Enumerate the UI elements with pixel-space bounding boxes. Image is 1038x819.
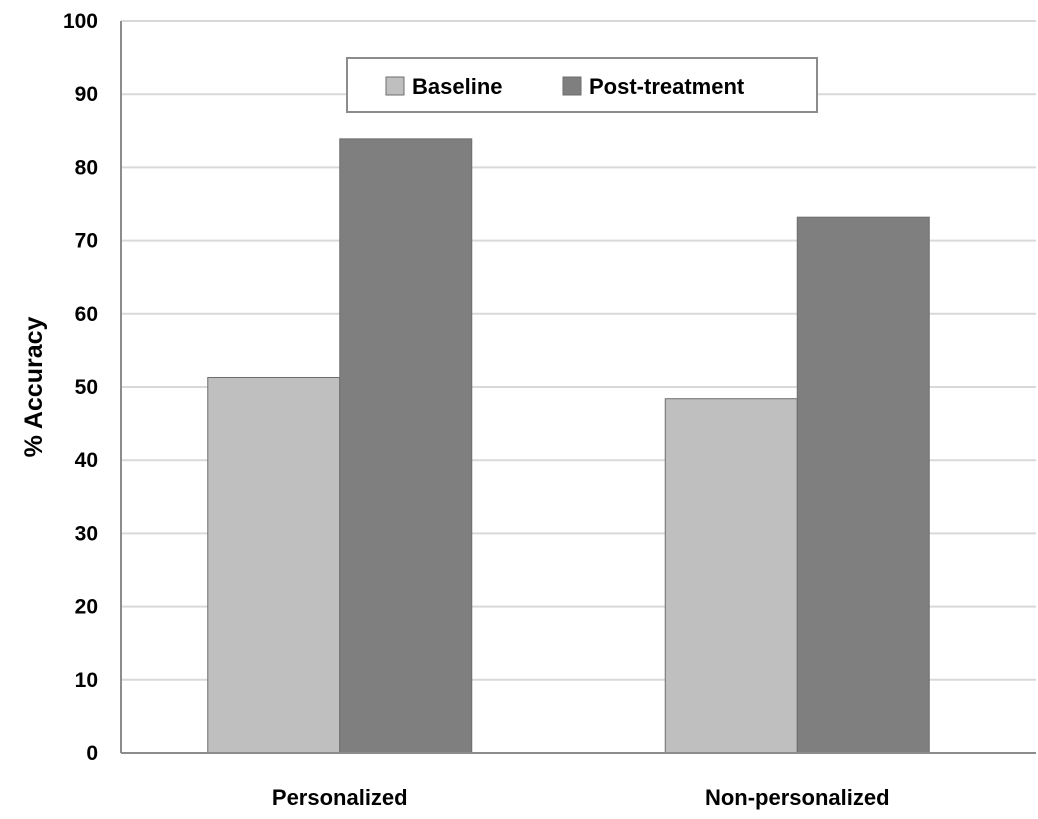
bar-post-treatment-personalized: [339, 138, 473, 754]
legend-swatch-post-treatment: [562, 76, 582, 96]
bar-baseline-personalized: [207, 376, 341, 754]
y-tick-labels: 0 10 20 30 40 50 60 70 80 90 100: [63, 10, 98, 765]
y-tick-label: 40: [75, 449, 98, 472]
y-tick-label: 30: [75, 522, 98, 545]
legend-label-baseline: Baseline: [412, 74, 503, 99]
legend-swatch-baseline: [385, 76, 405, 96]
y-tick-label: 0: [86, 742, 98, 765]
legend: Baseline Post-treatment: [346, 57, 818, 113]
y-tick-label: 60: [75, 303, 98, 326]
axes: [120, 21, 1036, 754]
legend-box: [346, 57, 818, 113]
legend-label-post-treatment: Post-treatment: [589, 74, 745, 99]
y-tick-label: 80: [75, 156, 98, 179]
x-tick-label: Personalized: [272, 785, 408, 810]
bars: [207, 138, 930, 754]
y-tick-label: 50: [75, 376, 98, 399]
y-tick-label: 100: [63, 10, 98, 33]
bar-baseline-non-personalized: [664, 398, 798, 754]
y-tick-label: 70: [75, 230, 98, 253]
y-tick-label: 90: [75, 83, 98, 106]
y-tick-label: 20: [75, 596, 98, 619]
x-tick-label: Non-personalized: [705, 785, 890, 810]
y-axis-label: % Accuracy: [20, 316, 48, 457]
y-tick-label: 10: [75, 669, 98, 692]
x-tick-labels: Personalized Non-personalized: [272, 785, 890, 810]
bar-post-treatment-non-personalized: [796, 216, 930, 754]
